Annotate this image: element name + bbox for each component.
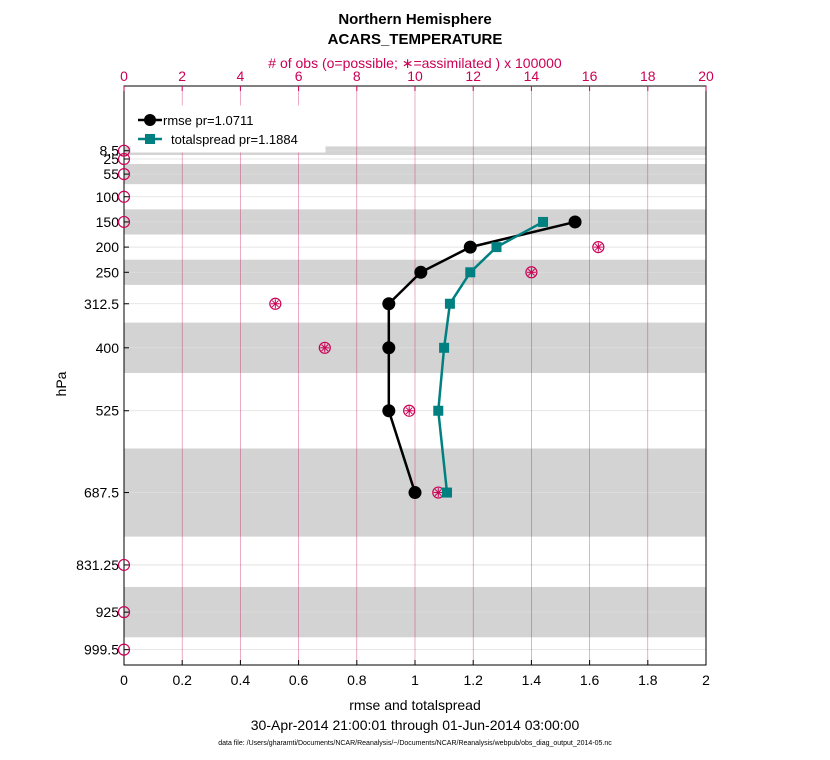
obs-possible-marker bbox=[117, 215, 131, 229]
legend-rmse-label: rmse pr=1.0711 bbox=[163, 113, 253, 128]
x-tick-label: 1.2 bbox=[463, 672, 483, 688]
obs-possible-marker bbox=[117, 144, 131, 157]
y-tick-label: 312.5 bbox=[84, 296, 119, 312]
y-tick-label: 925 bbox=[96, 604, 120, 620]
top-tick-label: 12 bbox=[465, 68, 481, 84]
chart-subtitle: ACARS_TEMPERATURE bbox=[328, 31, 503, 48]
x-tick-label: 0.2 bbox=[172, 672, 192, 688]
series-point-0 bbox=[408, 486, 422, 500]
asterisk-stroke bbox=[271, 300, 279, 308]
series-point-0 bbox=[414, 265, 428, 279]
data-file-text: data file: /Users/gharamti/Documents/NCA… bbox=[218, 740, 612, 747]
x-tick-label: 2 bbox=[702, 672, 710, 688]
obs-possible-marker bbox=[117, 190, 131, 203]
top-tick-label: 10 bbox=[407, 68, 423, 84]
series-point-0 bbox=[463, 240, 477, 254]
top-tick-label: 2 bbox=[178, 68, 186, 84]
x-tick-label: 1.8 bbox=[638, 672, 658, 688]
top-tick-label: 0 bbox=[120, 68, 128, 84]
series-point-1 bbox=[465, 267, 476, 278]
top-axis-label: # of obs (o=possible; ∗=assimilated ) x … bbox=[268, 55, 562, 71]
x-tick-label: 0 bbox=[120, 672, 128, 688]
obs-assimilated-marker bbox=[526, 267, 536, 277]
y-tick-label: 999.5 bbox=[84, 642, 119, 658]
series-point-0 bbox=[382, 341, 396, 355]
asterisk-stroke bbox=[321, 344, 329, 352]
x-tick-label: 1.4 bbox=[522, 672, 542, 688]
x-tick-label: 1.6 bbox=[580, 672, 600, 688]
chart-title: Northern Hemisphere bbox=[338, 11, 491, 28]
asterisk-stroke bbox=[434, 489, 442, 497]
y-tick-label: 400 bbox=[96, 340, 120, 356]
asterisk-stroke bbox=[405, 407, 413, 415]
series-point-1 bbox=[538, 216, 549, 227]
series-point-0 bbox=[382, 297, 396, 311]
x-axis-label: rmse and totalspread bbox=[349, 697, 481, 713]
obs-assimilated-marker bbox=[593, 242, 603, 252]
ticks-layer: 0 0.2 0.4 0.6 0.8 1 1.2 1.4 1.6 1.8 20 2 4 6 8 10 12 14 16… bbox=[76, 68, 714, 688]
y-tick-label: 200 bbox=[96, 239, 120, 255]
obs-possible-marker bbox=[117, 606, 131, 619]
y-tick-label: 25 bbox=[103, 151, 119, 167]
y-tick-label: 55 bbox=[103, 166, 119, 182]
top-tick-label: 18 bbox=[640, 68, 656, 84]
obs-assimilated-marker bbox=[320, 343, 330, 353]
top-tick-label: 6 bbox=[295, 68, 303, 84]
series-layer bbox=[382, 215, 582, 500]
y-tick-label: 250 bbox=[96, 264, 120, 280]
legend-spread-marker bbox=[145, 134, 155, 144]
series-point-1 bbox=[491, 242, 502, 253]
obs-possible-marker bbox=[592, 241, 605, 254]
asterisk-stroke bbox=[527, 268, 535, 276]
top-tick-label: 4 bbox=[237, 68, 245, 84]
obs-possible-marker bbox=[117, 558, 131, 572]
series-point-1 bbox=[439, 342, 450, 353]
top-tick-label: 20 bbox=[698, 68, 714, 84]
x-tick-label: 0.6 bbox=[289, 672, 309, 688]
series-point-0 bbox=[382, 404, 396, 418]
x-tick-label: 0.4 bbox=[231, 672, 251, 688]
series-point-1 bbox=[442, 487, 453, 498]
date-range-text: 30-Apr-2014 21:00:01 through 01-Jun-2014… bbox=[251, 717, 580, 733]
obs-possible-marker bbox=[525, 266, 538, 279]
top-tick-label: 16 bbox=[582, 68, 598, 84]
legend-box bbox=[130, 105, 326, 153]
series-point-1 bbox=[433, 405, 444, 416]
y-axis-label: hPa bbox=[53, 371, 69, 396]
obs-possible-marker bbox=[318, 341, 331, 354]
series-point-0 bbox=[568, 215, 582, 229]
top-tick-label: 8 bbox=[353, 68, 361, 84]
y-tick-label: 687.5 bbox=[84, 485, 119, 501]
y-tick-label: 525 bbox=[96, 403, 120, 419]
y-tick-label: 831.25 bbox=[76, 557, 119, 573]
x-tick-label: 0.8 bbox=[347, 672, 367, 688]
obs-assimilated-marker bbox=[404, 406, 414, 416]
legend: rmse pr=1.0711 totalspread pr=1.1884 bbox=[130, 105, 326, 153]
grid-layer bbox=[124, 86, 706, 665]
y-tick-label: 8.5 bbox=[100, 143, 120, 159]
obs-possible-marker bbox=[117, 643, 131, 656]
obs-possible-marker bbox=[269, 297, 282, 310]
series-point-1 bbox=[444, 298, 455, 309]
top-tick-label: 14 bbox=[524, 68, 540, 84]
obs-assimilated-marker bbox=[270, 299, 280, 309]
x-tick-label: 1 bbox=[411, 672, 419, 688]
legend-rmse-marker bbox=[144, 114, 156, 126]
obs-possible-marker bbox=[117, 152, 131, 166]
obs-possible-marker bbox=[403, 404, 416, 417]
legend-spread-label: totalspread pr=1.1884 bbox=[171, 132, 298, 147]
obs-possible-marker bbox=[117, 168, 131, 181]
y-tick-label: 150 bbox=[96, 214, 120, 230]
asterisk-stroke bbox=[594, 243, 602, 251]
y-tick-label: 100 bbox=[96, 189, 120, 205]
obs-assimilated-marker bbox=[433, 488, 443, 498]
